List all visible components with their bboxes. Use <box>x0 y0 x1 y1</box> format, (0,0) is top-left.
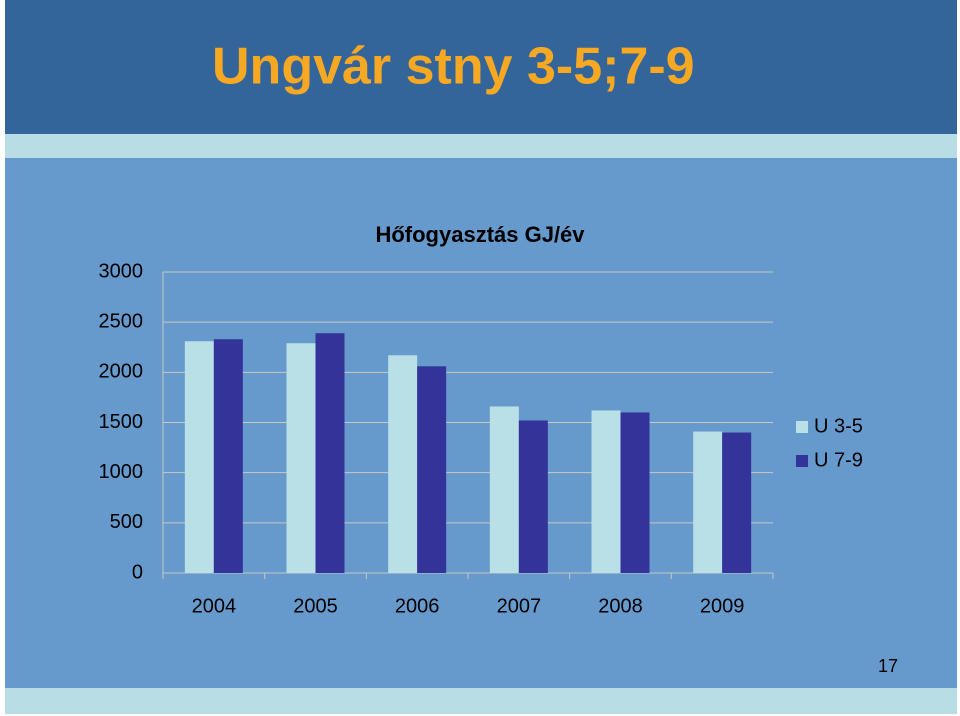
x-tick-label: 2004 <box>192 595 237 617</box>
y-tick-label: 3000 <box>99 260 144 282</box>
legend-label: U 3-5 <box>814 415 863 437</box>
legend-swatch <box>796 421 808 433</box>
x-tick-label: 2007 <box>497 595 542 617</box>
y-tick-label: 2000 <box>99 361 144 383</box>
bar <box>693 431 723 573</box>
page-number: 17 <box>878 656 898 676</box>
bar <box>518 420 548 573</box>
bar <box>722 432 752 573</box>
bar <box>591 410 621 573</box>
bar <box>184 341 214 573</box>
bar <box>315 333 345 573</box>
bar <box>620 412 650 573</box>
y-tick-label: 1500 <box>99 411 144 433</box>
x-tick-label: 2009 <box>700 595 745 617</box>
bar <box>417 366 447 573</box>
footer-stripe <box>5 688 957 714</box>
x-tick-label: 2005 <box>293 595 338 617</box>
legend-label: U 7-9 <box>814 449 863 471</box>
x-tick-label: 2006 <box>395 595 440 617</box>
x-tick-label: 2008 <box>598 595 643 617</box>
bar <box>286 343 316 573</box>
slide-title: Ungvár stny 3-5;7-9 <box>212 38 695 96</box>
y-tick-label: 500 <box>110 511 143 533</box>
chart-title: Hőfogyasztás GJ/év <box>375 222 585 247</box>
header-band <box>5 0 957 134</box>
y-tick-label: 2500 <box>99 310 144 332</box>
bar <box>489 406 519 573</box>
y-tick-label: 0 <box>132 561 143 583</box>
y-tick-label: 1000 <box>99 461 144 483</box>
header-stripe <box>5 134 957 158</box>
bar <box>213 339 243 573</box>
bar <box>388 355 418 573</box>
legend-swatch <box>796 455 808 467</box>
